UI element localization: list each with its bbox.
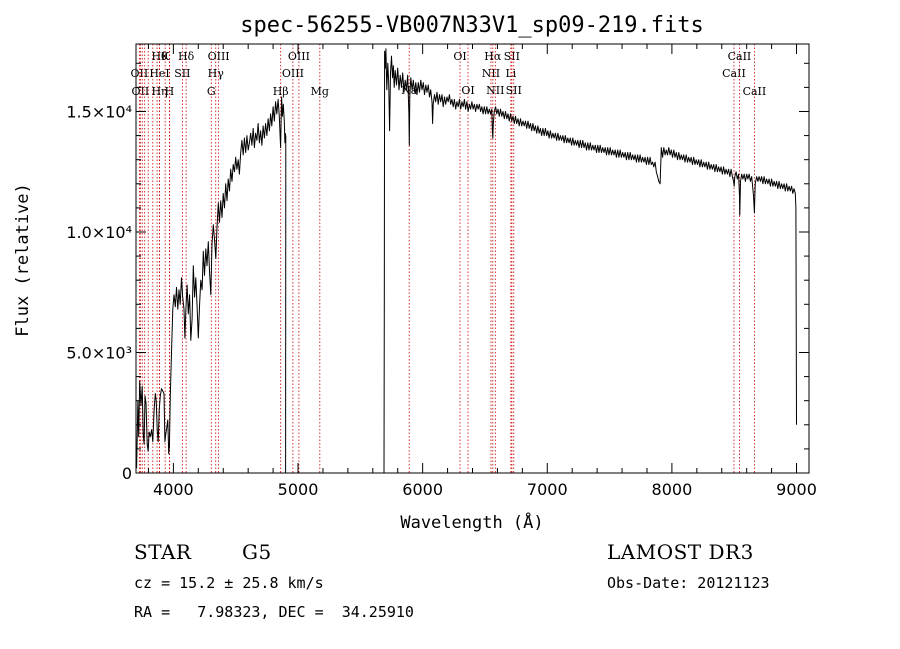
- x-tick-label: 4000: [153, 480, 194, 499]
- line-marker-label: OII: [131, 67, 149, 80]
- y-tick-label: 1.5×10⁴: [66, 102, 132, 121]
- line-marker-label: SII: [506, 84, 522, 97]
- flux-line: [136, 96, 287, 469]
- x-tick-label: 5000: [278, 480, 319, 499]
- x-tick-label: 7000: [527, 480, 568, 499]
- x-axis-label: Wavelength (Å): [400, 511, 543, 533]
- y-tick-label: 0: [122, 464, 132, 483]
- line-marker-label: OI: [453, 50, 466, 63]
- y-tick-label: 5.0×10³: [66, 343, 132, 362]
- line-marker-label: CaII: [728, 50, 752, 63]
- flux-series: [136, 48, 797, 474]
- line-marker-label: Hθ: [151, 50, 168, 63]
- line-marker-label: Mg: [311, 85, 329, 98]
- line-marker-label: K: [161, 50, 170, 63]
- line-marker-label: Hδ: [178, 50, 195, 63]
- ra-dec-line: RA = 7.98323, DEC = 34.25910: [134, 603, 414, 621]
- redshift-line: cz = 15.2 ± 25.8 km/s: [134, 574, 324, 592]
- line-marker-label: Hγ: [208, 67, 225, 80]
- line-marker-label: OI: [461, 84, 474, 97]
- line-marker-label: OIII: [208, 50, 230, 63]
- line-marker-label: SII: [504, 50, 520, 63]
- line-marker-label: NII: [486, 84, 504, 97]
- line-marker-label: Li: [505, 67, 516, 80]
- line-marker-label: Hβ: [273, 85, 289, 98]
- line-marker-label: OIII: [282, 67, 304, 80]
- x-tick-label: 6000: [402, 480, 443, 499]
- object-class: STAR: [134, 540, 192, 564]
- x-tick-label: 9000: [776, 480, 817, 499]
- line-marker-label: CaII: [743, 85, 767, 98]
- y-tick-label: 1.0×10⁴: [66, 223, 132, 242]
- y-axis-label: Flux (relative): [13, 183, 33, 337]
- obs-date: Obs-Date: 20121123: [607, 574, 770, 592]
- y-axis: 0 5.0×10³ 1.0×10⁴ 1.5×10⁴: [66, 62, 809, 483]
- line-marker-label: CaII: [722, 67, 746, 80]
- x-tick-label: 8000: [652, 480, 693, 499]
- object-subclass: G5: [242, 540, 272, 564]
- line-marker-label: Hα: [484, 50, 502, 63]
- x-axis: 4000 5000 6000 7000 8000 9000: [147, 44, 817, 499]
- flux-line: [383, 48, 797, 474]
- line-marker-label: SII: [174, 67, 190, 80]
- chart-title: spec-56255-VB007N33V1_sp09-219.fits: [240, 13, 704, 38]
- line-marker-label: Hη: [151, 85, 167, 98]
- line-marker-label: G: [207, 85, 216, 98]
- line-marker-label: NII: [482, 67, 500, 80]
- survey-name: LAMOST DR3: [607, 540, 754, 564]
- line-marker-label: OIII: [288, 50, 310, 63]
- line-marker-label: H: [165, 85, 175, 98]
